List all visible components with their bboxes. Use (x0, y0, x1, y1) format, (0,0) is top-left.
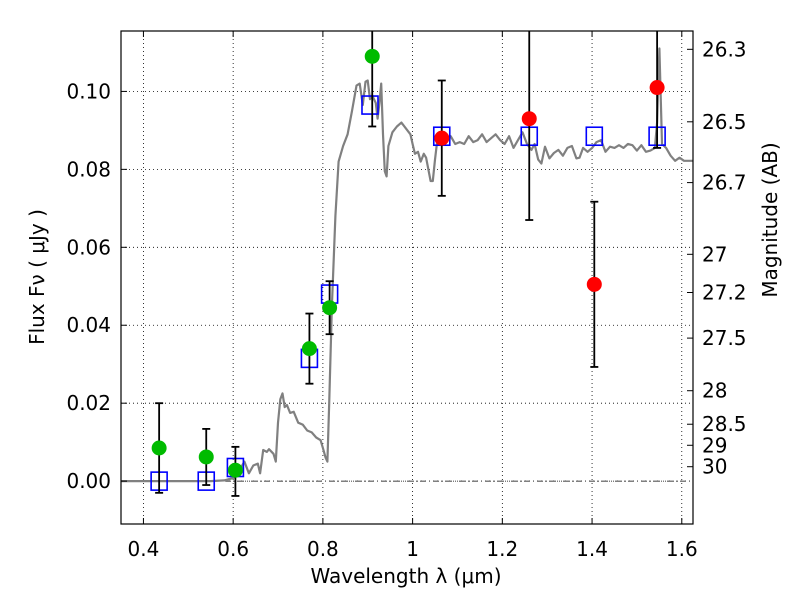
mag-tick-label: 27.5 (702, 326, 747, 350)
x-tick-label: 1.2 (486, 537, 518, 561)
mag-tick-label: 26.3 (702, 37, 747, 61)
x-tick-labels: 0.4 0.6 0.8 1 1.2 1.4 1.6 (128, 537, 698, 561)
y-tick-label: 0.02 (66, 391, 111, 415)
y-tick-label: 0.08 (66, 157, 111, 181)
y-tick-label: 0.00 (66, 469, 111, 493)
x-tick-label: 1 (406, 537, 419, 561)
y-tick-labels: 0.00 0.02 0.04 0.06 0.08 0.10 (66, 79, 111, 493)
x-tick-label: 1.6 (666, 537, 698, 561)
axis-ticks (121, 31, 693, 524)
right-axis-label: Magnitude (AB) (758, 142, 782, 297)
mag-tick-label: 28 (702, 379, 727, 403)
x-axis-label: Wavelength λ (μm) (310, 564, 501, 588)
grid (121, 31, 693, 524)
observed-flux-point (198, 449, 214, 465)
mag-tick-label: 26.7 (702, 171, 747, 195)
mag-tick-label: 30 (702, 455, 727, 479)
mag-tick-label: 27 (702, 242, 727, 266)
mag-tick-label: 28.5 (702, 412, 747, 436)
plot-frame (120, 30, 694, 525)
plot-area (121, 31, 693, 497)
model-photometry-marker (585, 126, 604, 147)
observed-flux-point (649, 80, 665, 96)
y-axis-label: Flux Fν ( μJy ) (25, 209, 49, 345)
observed-flux-point (586, 276, 602, 292)
x-tick-label: 0.6 (217, 537, 249, 561)
x-tick-label: 1.4 (576, 537, 608, 561)
y-tick-label: 0.04 (66, 313, 111, 337)
x-tick-label: 0.4 (128, 537, 160, 561)
mag-tick-label: 26.5 (702, 110, 747, 134)
mag-tick-label: 27.2 (702, 281, 747, 305)
y-tick-label: 0.10 (66, 79, 111, 103)
observed-flux-point (301, 341, 317, 357)
observed-flux-point (227, 462, 243, 478)
observed-flux-point (434, 130, 450, 146)
x-tick-label: 0.8 (307, 537, 339, 561)
observed-flux-point (322, 300, 338, 316)
observed-flux-point (151, 440, 167, 456)
mag-tick-label: 29 (702, 433, 727, 457)
model-photometry-marker (361, 95, 379, 115)
observed-flux-point (521, 111, 537, 127)
model-spectrum-line (121, 47, 693, 483)
y-tick-label: 0.06 (66, 235, 111, 259)
observed-flux-point (364, 48, 380, 64)
